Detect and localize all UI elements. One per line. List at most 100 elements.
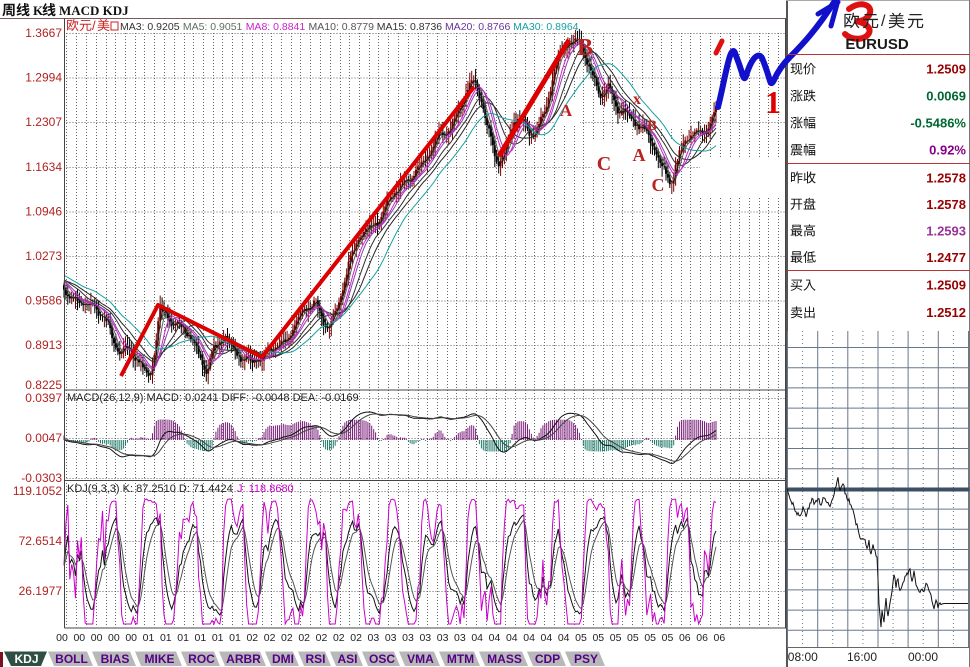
svg-text:MA15: 0.8736: MA15: 0.8736 <box>377 21 443 33</box>
svg-text:01: 01 <box>195 632 207 644</box>
svg-text:A: A <box>633 145 646 165</box>
svg-text:1.2593: 1.2593 <box>926 223 966 238</box>
svg-text:A: A <box>560 101 573 120</box>
svg-text:OSC: OSC <box>369 652 395 666</box>
svg-text:BIAS: BIAS <box>101 652 130 666</box>
svg-text:-0.0303: -0.0303 <box>21 471 62 485</box>
svg-text:26.1977: 26.1977 <box>19 584 63 598</box>
svg-text:KDJ(9,3,3) K: 87.2510 D: 71.44: KDJ(9,3,3) K: 87.2510 D: 71.4424 <box>67 483 233 495</box>
svg-text:05: 05 <box>644 632 656 644</box>
svg-text:16:00: 16:00 <box>847 650 877 664</box>
svg-text:0.8913: 0.8913 <box>25 338 62 352</box>
svg-text:05: 05 <box>662 632 674 644</box>
svg-text:00: 00 <box>108 632 120 644</box>
svg-text:ROC: ROC <box>188 652 215 666</box>
svg-text:03: 03 <box>385 632 397 644</box>
svg-text:MA3: 0.9205: MA3: 0.9205 <box>120 21 180 33</box>
svg-text:MA30: 0.8964: MA30: 0.8964 <box>513 21 579 33</box>
svg-text:02: 02 <box>333 632 345 644</box>
svg-text:04: 04 <box>558 632 570 644</box>
svg-text:1.2512: 1.2512 <box>926 305 966 320</box>
svg-text:03: 03 <box>402 632 414 644</box>
svg-text:01: 01 <box>212 632 224 644</box>
svg-text:02: 02 <box>350 632 362 644</box>
svg-text:05: 05 <box>592 632 604 644</box>
svg-text:EURUSD: EURUSD <box>845 36 909 53</box>
svg-text:00: 00 <box>56 632 68 644</box>
svg-text:VMA: VMA <box>407 652 434 666</box>
svg-text:CDP: CDP <box>535 652 560 666</box>
svg-text:-0.5486%: -0.5486% <box>910 116 966 131</box>
svg-text:BOLL: BOLL <box>55 652 88 666</box>
svg-text:1.0946: 1.0946 <box>25 204 62 218</box>
svg-text:1.2509: 1.2509 <box>926 62 966 77</box>
svg-text:01: 01 <box>160 632 172 644</box>
svg-text:1.3667: 1.3667 <box>25 26 62 40</box>
svg-text:x: x <box>633 91 641 108</box>
svg-text:02: 02 <box>246 632 258 644</box>
svg-text:MIKE: MIKE <box>145 652 175 666</box>
svg-text:00:00: 00:00 <box>908 650 938 664</box>
svg-text:MA5: 0.9051: MA5: 0.9051 <box>183 21 243 33</box>
svg-text:C: C <box>652 175 665 195</box>
svg-text:03: 03 <box>368 632 380 644</box>
svg-text:05: 05 <box>627 632 639 644</box>
svg-text:0.0397: 0.0397 <box>25 391 62 405</box>
svg-text:02: 02 <box>298 632 310 644</box>
svg-text:1.1634: 1.1634 <box>25 160 62 174</box>
svg-text:04: 04 <box>471 632 483 644</box>
svg-text:04: 04 <box>523 632 535 644</box>
svg-text:DMI: DMI <box>272 652 294 666</box>
svg-text:RSI: RSI <box>305 652 325 666</box>
svg-text:1.2994: 1.2994 <box>25 71 62 85</box>
svg-text:00: 00 <box>91 632 103 644</box>
svg-text:06: 06 <box>714 632 726 644</box>
svg-text:K: K <box>33 3 44 18</box>
svg-text:1.2578: 1.2578 <box>926 197 966 212</box>
svg-text:0.8225: 0.8225 <box>25 378 62 392</box>
svg-text:0.0069: 0.0069 <box>926 89 966 104</box>
svg-text:1.2578: 1.2578 <box>926 170 966 185</box>
svg-text:01: 01 <box>229 632 241 644</box>
svg-text:KDJ: KDJ <box>14 652 38 666</box>
svg-text:03: 03 <box>437 632 449 644</box>
svg-text:MA10: 0.8779: MA10: 0.8779 <box>309 21 375 33</box>
svg-text:02: 02 <box>316 632 328 644</box>
svg-text:/: / <box>92 18 96 33</box>
svg-text:PSY: PSY <box>574 652 598 666</box>
svg-text:03: 03 <box>419 632 431 644</box>
svg-text:1.2509: 1.2509 <box>926 278 966 293</box>
svg-text:MA20: 0.8766: MA20: 0.8766 <box>445 21 511 33</box>
svg-text:04: 04 <box>489 632 501 644</box>
svg-text:1.0273: 1.0273 <box>25 249 62 263</box>
svg-text:0.9586: 0.9586 <box>25 294 62 308</box>
svg-text:00: 00 <box>73 632 85 644</box>
svg-text:72.6514: 72.6514 <box>19 534 63 548</box>
svg-text:02: 02 <box>264 632 276 644</box>
svg-text:ASI: ASI <box>337 652 357 666</box>
svg-text:08:00: 08:00 <box>788 650 818 664</box>
svg-text:05: 05 <box>610 632 622 644</box>
svg-text:1.2477: 1.2477 <box>926 250 966 265</box>
svg-text:B: B <box>577 35 593 61</box>
svg-text:MACD KDJ: MACD KDJ <box>59 3 129 18</box>
svg-text:B: B <box>647 118 657 134</box>
svg-text:00: 00 <box>125 632 137 644</box>
svg-text:01: 01 <box>143 632 155 644</box>
svg-text:ARBR: ARBR <box>226 652 261 666</box>
svg-text:0.0047: 0.0047 <box>25 431 62 445</box>
svg-text:MACD(26,12,9) MACD: 0.0241 DIF: MACD(26,12,9) MACD: 0.0241 DIFF: -0.0048… <box>67 392 359 404</box>
svg-text:03: 03 <box>454 632 466 644</box>
svg-text:MASS: MASS <box>487 652 522 666</box>
svg-text:MTM: MTM <box>447 652 474 666</box>
svg-text:05: 05 <box>575 632 587 644</box>
svg-text:J: 118.8680: J: 118.8680 <box>237 483 294 495</box>
svg-text:01: 01 <box>177 632 189 644</box>
svg-text:MA8: 0.8841: MA8: 0.8841 <box>246 21 306 33</box>
svg-text:04: 04 <box>541 632 553 644</box>
svg-text:06: 06 <box>679 632 691 644</box>
svg-text:1: 1 <box>765 84 781 120</box>
svg-text:1.2307: 1.2307 <box>25 115 62 129</box>
svg-text:0.92%: 0.92% <box>929 143 966 158</box>
svg-text:C: C <box>597 153 611 175</box>
